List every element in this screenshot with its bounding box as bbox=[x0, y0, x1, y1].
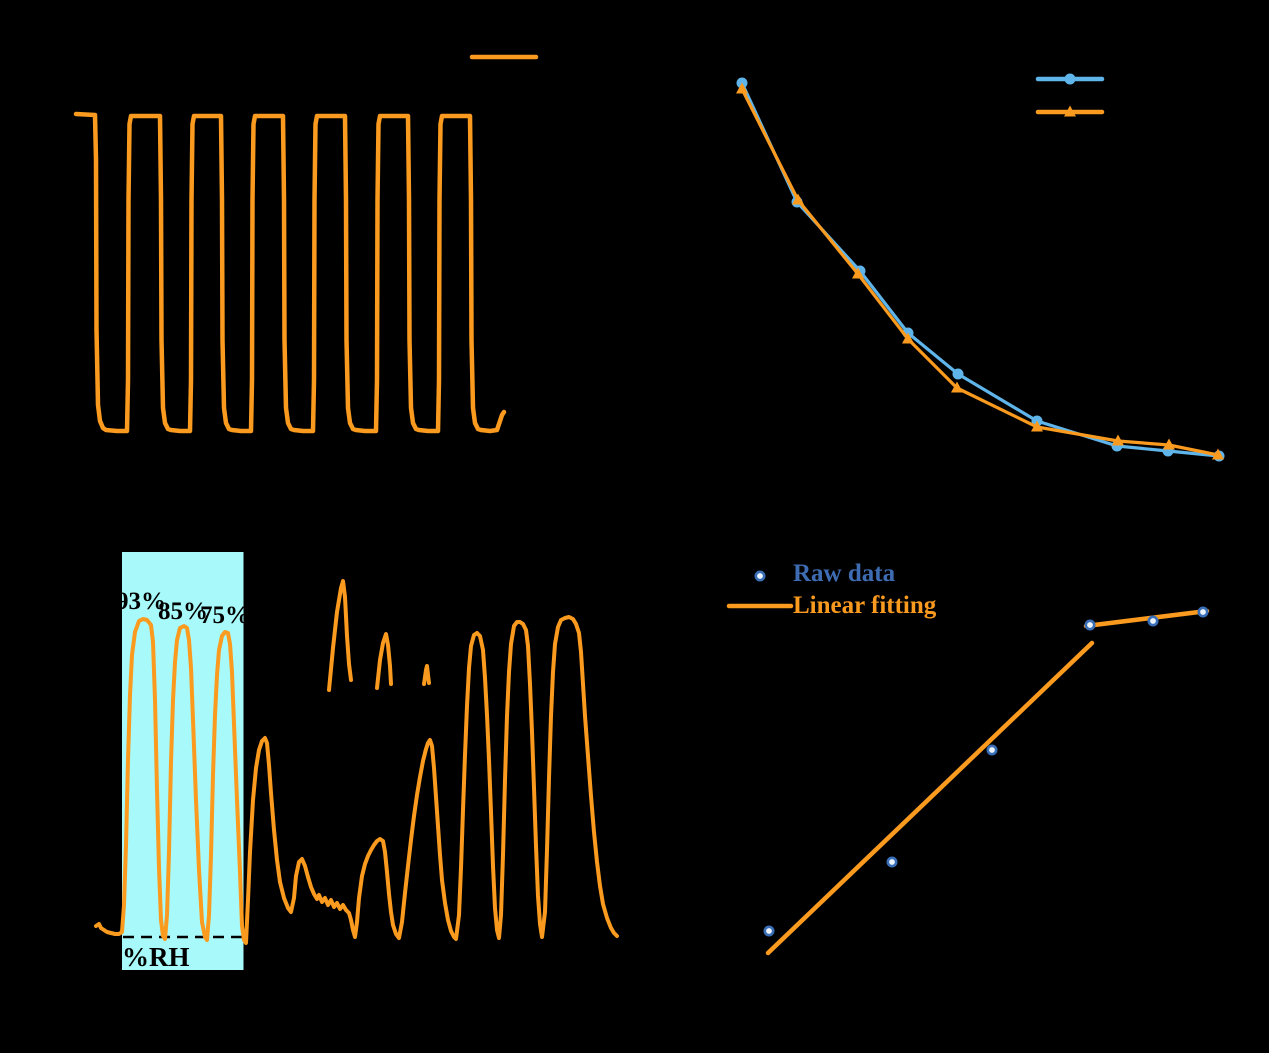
legend-marker bbox=[1064, 73, 1076, 85]
orange-triangle-series-marker bbox=[1163, 438, 1175, 450]
legend-raw-data-label: Raw data bbox=[793, 560, 896, 587]
orange-triangle-series-marker bbox=[1212, 448, 1224, 460]
orange-triangle-series-marker bbox=[852, 267, 864, 279]
spike-2-line bbox=[375, 632, 393, 690]
rh-label-85: 85% bbox=[158, 598, 208, 625]
raw-data-marker bbox=[1084, 619, 1096, 631]
raw-data-marker bbox=[886, 856, 898, 868]
linear-fitting-segment bbox=[1083, 608, 1210, 629]
rh-label-93: 93% bbox=[116, 588, 166, 615]
orange-triangle-series-marker bbox=[792, 193, 804, 205]
orange-triangle-series-marker bbox=[1112, 434, 1124, 446]
legend-linear-fitting-label: Linear fitting bbox=[793, 592, 937, 619]
response-cycles-line bbox=[73, 111, 507, 434]
legend-marker bbox=[754, 570, 766, 582]
linear-fitting-segment bbox=[765, 640, 1095, 956]
spike-3-line bbox=[422, 664, 431, 686]
raw-data-marker bbox=[1147, 615, 1159, 627]
blue-circle-series-marker bbox=[952, 368, 964, 380]
orange-triangle-series-marker bbox=[951, 381, 963, 393]
rh-axis-label: %RH bbox=[122, 942, 190, 972]
orange-triangle-series-marker bbox=[902, 332, 914, 344]
raw-data-marker bbox=[986, 744, 998, 756]
raw-data-marker bbox=[1197, 606, 1209, 618]
orange-triangle-series-marker bbox=[736, 82, 748, 94]
orange-triangle-series-marker bbox=[1031, 420, 1043, 432]
orange-triangle-series-line bbox=[740, 87, 1220, 457]
legend-marker bbox=[1064, 105, 1076, 117]
humidity-response-line bbox=[94, 615, 619, 945]
rh-label-75: 75% bbox=[200, 602, 250, 629]
raw-data-marker bbox=[763, 925, 775, 937]
spike-1-line bbox=[327, 579, 353, 692]
